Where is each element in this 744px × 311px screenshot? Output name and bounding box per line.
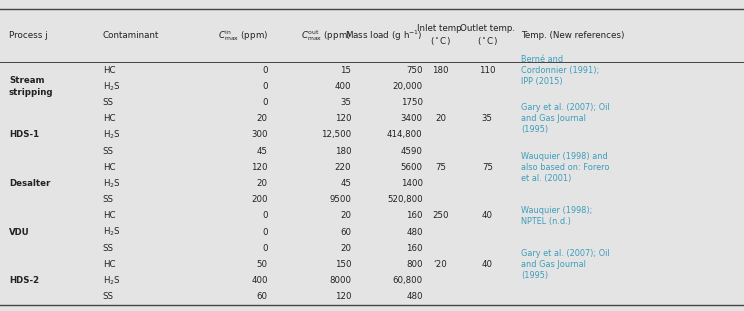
Text: SS: SS: [103, 147, 114, 156]
Text: $C^{\mathrm{in}}_{\mathrm{max}}$ (ppm): $C^{\mathrm{in}}_{\mathrm{max}}$ (ppm): [217, 28, 268, 43]
Text: 120: 120: [251, 163, 268, 172]
Text: Outlet temp.
($^\circ$C): Outlet temp. ($^\circ$C): [460, 24, 515, 47]
Text: Process j: Process j: [9, 31, 48, 40]
Text: HC: HC: [103, 163, 115, 172]
Text: 1400: 1400: [400, 179, 423, 188]
Text: 12,500: 12,500: [321, 131, 351, 139]
Text: Desalter: Desalter: [9, 179, 51, 188]
Text: Temp. (New references): Temp. (New references): [521, 31, 624, 40]
Text: SS: SS: [103, 244, 114, 253]
Text: 20: 20: [435, 114, 446, 123]
Text: HDS-2: HDS-2: [9, 276, 39, 285]
Text: VDU: VDU: [9, 228, 30, 236]
Text: 75: 75: [482, 163, 493, 172]
Text: Gary et al. (2007); Oil
and Gas Journal
(1995): Gary et al. (2007); Oil and Gas Journal …: [521, 249, 609, 280]
Text: ‘20: ‘20: [434, 260, 447, 269]
Text: 20: 20: [257, 179, 268, 188]
Text: Berné and
Cordonnier (1991);
IPP (2015): Berné and Cordonnier (1991); IPP (2015): [521, 55, 599, 86]
Text: 414,800: 414,800: [387, 131, 423, 139]
Text: 480: 480: [406, 292, 423, 301]
Text: HDS-1: HDS-1: [9, 131, 39, 139]
Text: 180: 180: [432, 66, 449, 75]
Text: 20: 20: [340, 244, 351, 253]
Text: H$_2$S: H$_2$S: [103, 226, 121, 238]
Text: 40: 40: [482, 211, 493, 220]
Text: 750: 750: [406, 66, 423, 75]
Text: 9500: 9500: [330, 195, 351, 204]
Text: H$_2$S: H$_2$S: [103, 80, 121, 93]
Text: SS: SS: [103, 98, 114, 107]
Text: 400: 400: [335, 82, 351, 91]
Text: $C^{\mathrm{out}}_{\mathrm{max}}$ (ppm): $C^{\mathrm{out}}_{\mathrm{max}}$ (ppm): [301, 28, 351, 43]
Text: HC: HC: [103, 114, 115, 123]
Text: Inlet temp.
($^\circ$C): Inlet temp. ($^\circ$C): [417, 24, 464, 47]
Text: H$_2$S: H$_2$S: [103, 129, 121, 141]
Text: H$_2$S: H$_2$S: [103, 177, 121, 190]
Text: 3400: 3400: [400, 114, 423, 123]
Text: 0: 0: [263, 82, 268, 91]
Text: HC: HC: [103, 66, 115, 75]
Text: 110: 110: [479, 66, 496, 75]
Text: 160: 160: [406, 211, 423, 220]
Text: 480: 480: [406, 228, 423, 236]
Text: 0: 0: [263, 228, 268, 236]
Text: SS: SS: [103, 292, 114, 301]
Text: 5600: 5600: [400, 163, 423, 172]
Text: 400: 400: [251, 276, 268, 285]
Text: Contaminant: Contaminant: [103, 31, 159, 40]
Text: 0: 0: [263, 211, 268, 220]
Text: HC: HC: [103, 260, 115, 269]
Text: 220: 220: [335, 163, 351, 172]
Text: 20: 20: [257, 114, 268, 123]
Text: 250: 250: [432, 211, 449, 220]
Text: 8000: 8000: [329, 276, 351, 285]
Text: 20,000: 20,000: [393, 82, 423, 91]
Text: H$_2$S: H$_2$S: [103, 274, 121, 287]
Text: 160: 160: [406, 244, 423, 253]
Text: 35: 35: [482, 114, 493, 123]
Text: Stream
stripping: Stream stripping: [9, 77, 54, 96]
Text: Mass load (g h$^{-1}$): Mass load (g h$^{-1}$): [345, 28, 423, 43]
Text: 120: 120: [335, 292, 351, 301]
Text: 0: 0: [263, 98, 268, 107]
Text: 75: 75: [435, 163, 446, 172]
Text: 120: 120: [335, 114, 351, 123]
Text: 520,800: 520,800: [387, 195, 423, 204]
Text: 150: 150: [335, 260, 351, 269]
Text: 40: 40: [482, 260, 493, 269]
Text: 200: 200: [251, 195, 268, 204]
Text: 15: 15: [340, 66, 351, 75]
Text: 180: 180: [335, 147, 351, 156]
Text: 4590: 4590: [401, 147, 423, 156]
Text: 300: 300: [251, 131, 268, 139]
Text: 50: 50: [257, 260, 268, 269]
Text: 60,800: 60,800: [393, 276, 423, 285]
Text: 0: 0: [263, 66, 268, 75]
Text: 45: 45: [257, 147, 268, 156]
Text: 45: 45: [340, 179, 351, 188]
Text: Wauquier (1998) and
also based on: Forero
et al. (2001): Wauquier (1998) and also based on: Forer…: [521, 152, 609, 183]
Text: 60: 60: [257, 292, 268, 301]
Text: 800: 800: [406, 260, 423, 269]
Text: SS: SS: [103, 195, 114, 204]
Text: 35: 35: [340, 98, 351, 107]
Text: 1750: 1750: [400, 98, 423, 107]
Text: 60: 60: [340, 228, 351, 236]
Text: HC: HC: [103, 211, 115, 220]
Text: Gary et al. (2007); Oil
and Gas Journal
(1995): Gary et al. (2007); Oil and Gas Journal …: [521, 103, 609, 134]
Text: Wauquier (1998);
NPTEL (n.d.): Wauquier (1998); NPTEL (n.d.): [521, 206, 592, 226]
Text: 0: 0: [263, 244, 268, 253]
Text: 20: 20: [340, 211, 351, 220]
